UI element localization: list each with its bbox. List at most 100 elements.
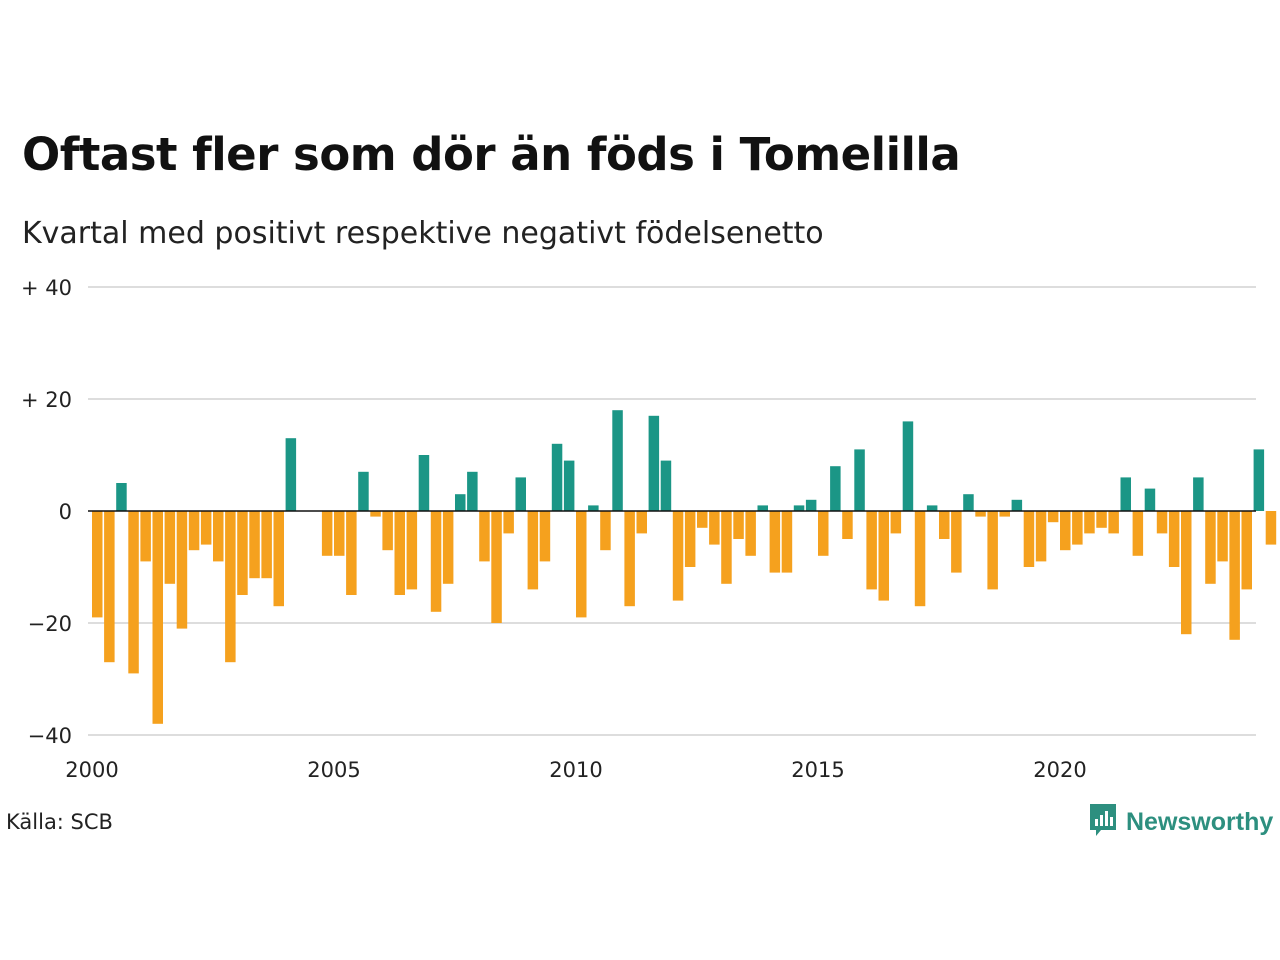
bar [491, 511, 502, 623]
chart-title: Oftast fler som dör än föds i Tomelilla [22, 128, 961, 181]
bar [866, 511, 877, 590]
bar [273, 511, 284, 607]
bar [733, 511, 744, 539]
bar [684, 511, 696, 567]
bar [225, 511, 236, 663]
bar [563, 460, 575, 511]
bar [1253, 449, 1265, 511]
bar [164, 511, 176, 584]
bar [346, 511, 357, 595]
bar [648, 415, 660, 511]
bar [176, 511, 188, 629]
bar [697, 511, 708, 528]
source-note: Källa: SCB [6, 810, 113, 834]
bar [237, 511, 248, 595]
bar [818, 511, 829, 556]
bar [1205, 511, 1216, 584]
bar [745, 511, 756, 556]
bar [200, 511, 212, 545]
x-tick-label: 2000 [65, 758, 118, 782]
bar [951, 511, 962, 573]
bar [1193, 477, 1204, 511]
bar [926, 505, 938, 511]
bar [92, 511, 103, 618]
bar [116, 483, 127, 511]
bar [334, 511, 345, 556]
x-tick-label: 2015 [791, 758, 844, 782]
brand-logo: Newsworthy [1088, 802, 1273, 842]
bars [92, 410, 1277, 724]
bar [1108, 511, 1119, 534]
chart-subtitle: Kvartal med positivt respektive negativt… [22, 216, 824, 251]
bar [709, 511, 720, 545]
bar-chart: + 40 + 20 0 −20 −40 2000 2005 2010 2015 2020 [21, 276, 1277, 782]
bar [757, 505, 768, 511]
y-tick-label: + 40 [21, 276, 72, 300]
bar [781, 511, 793, 573]
bar [515, 477, 526, 511]
bar [418, 455, 430, 511]
bar [890, 511, 902, 534]
bar [975, 511, 986, 517]
bar [612, 410, 623, 511]
y-tick-label: −20 [28, 612, 72, 636]
bar [854, 449, 865, 511]
bar [140, 511, 151, 562]
bar [406, 511, 418, 590]
bar [1011, 499, 1023, 511]
bar [914, 511, 926, 607]
bar [1096, 511, 1107, 528]
bar [1023, 511, 1035, 567]
bar [878, 511, 889, 601]
bar [1047, 511, 1059, 523]
bar [188, 511, 200, 551]
bar [1035, 511, 1047, 562]
bar [987, 511, 998, 590]
bar [503, 511, 514, 534]
bar [842, 511, 853, 539]
bar [527, 511, 539, 590]
bar [1265, 511, 1277, 545]
bar [430, 511, 442, 612]
bar [624, 511, 635, 607]
bar [455, 494, 466, 511]
bar [805, 499, 817, 511]
bar [1060, 511, 1071, 551]
bar [1217, 511, 1228, 562]
bar [358, 471, 369, 511]
bar [588, 505, 599, 511]
bar [963, 494, 974, 511]
bar [442, 511, 454, 584]
bar [1168, 511, 1180, 567]
bar [1241, 511, 1252, 590]
bar [128, 511, 139, 674]
bar [285, 438, 297, 511]
bar [1229, 511, 1240, 640]
bar-chart-speech-bubble-icon [1088, 802, 1118, 842]
bar [479, 511, 490, 562]
bar [1132, 511, 1144, 556]
bar [576, 511, 587, 618]
bar [769, 511, 781, 573]
x-tick-label: 2005 [307, 758, 360, 782]
bar [672, 511, 684, 601]
x-tick-label: 2010 [549, 758, 602, 782]
bar [1120, 477, 1131, 511]
bar [382, 511, 393, 551]
brand-name: Newsworthy [1126, 807, 1274, 836]
y-tick-label: + 20 [21, 388, 72, 412]
x-tick-label: 2020 [1033, 758, 1086, 782]
x-axis-labels: 2000 2005 2010 2015 2020 [65, 758, 1086, 782]
y-tick-label: 0 [59, 500, 72, 524]
bar [551, 443, 563, 511]
bar [902, 421, 914, 511]
bar [1181, 511, 1192, 635]
bar [539, 511, 551, 562]
bar [1072, 511, 1083, 545]
bar [1084, 511, 1095, 534]
bar [660, 460, 672, 511]
bar [830, 466, 841, 511]
bar [213, 511, 224, 562]
bar [249, 511, 260, 579]
gridlines [88, 286, 1256, 736]
